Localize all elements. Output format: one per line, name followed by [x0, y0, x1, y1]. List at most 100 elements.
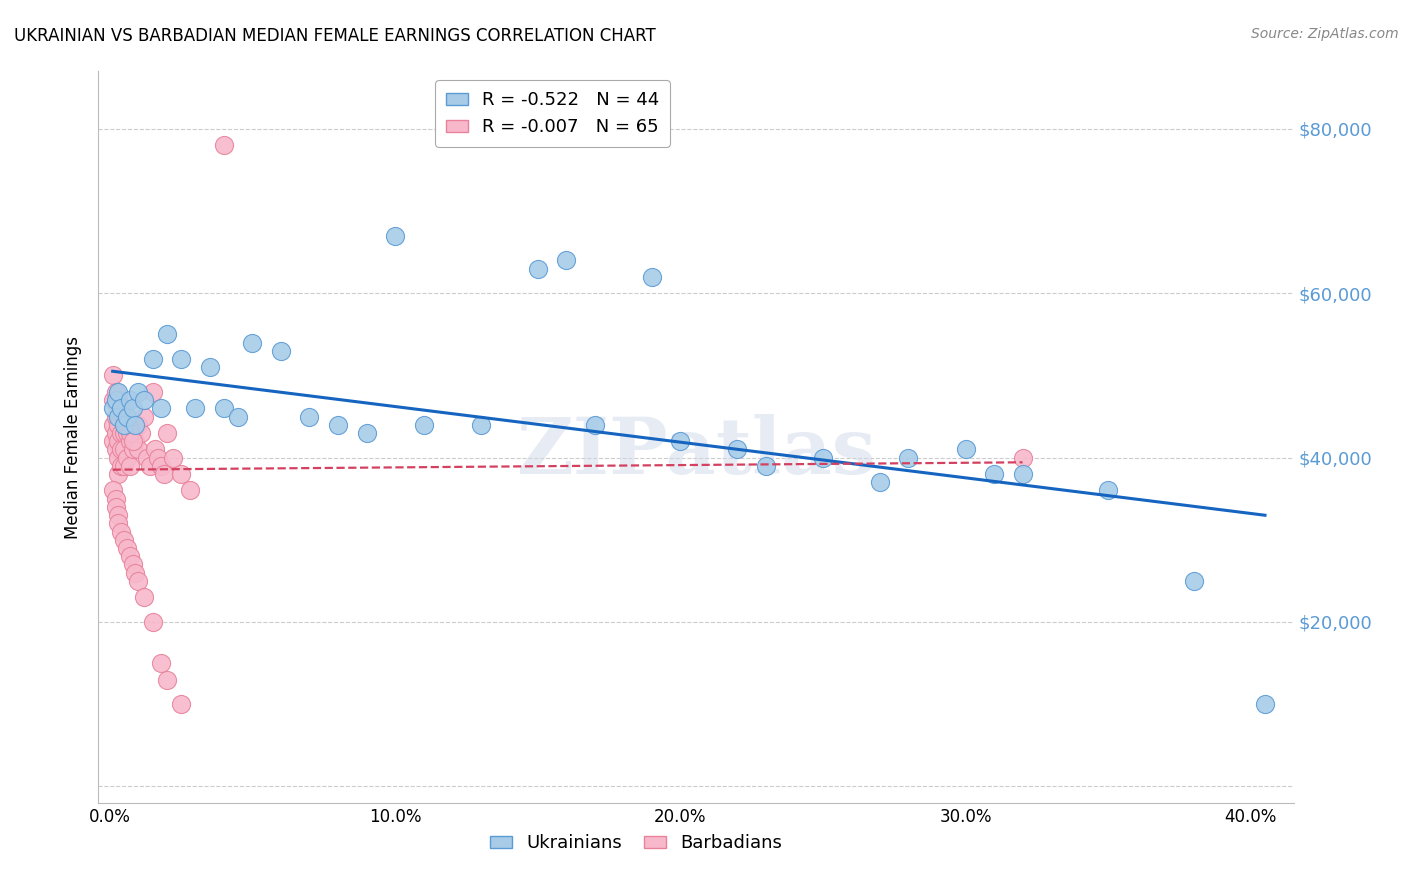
Point [470, 417, 492, 432]
Point [725, 442, 748, 457]
Legend: Ukrainians, Barbadians: Ukrainians, Barbadians [484, 827, 789, 860]
Point [115, 417, 138, 432]
Point [110, 425, 132, 440]
Point [135, 450, 157, 465]
Point [150, 656, 173, 670]
Point [110, 401, 132, 416]
Point [184, 401, 207, 416]
Point [129, 425, 152, 440]
Point [104, 393, 127, 408]
Point [356, 425, 378, 440]
Point [242, 335, 264, 350]
Point [107, 393, 129, 408]
Point [112, 409, 135, 424]
Point [104, 409, 127, 424]
Point [156, 327, 179, 342]
Point [112, 442, 135, 457]
Point [107, 434, 129, 449]
Point [107, 508, 129, 523]
Point [669, 434, 692, 449]
Point [583, 417, 606, 432]
Point [526, 261, 548, 276]
Point [212, 401, 235, 416]
Point [384, 228, 406, 243]
Point [755, 458, 778, 473]
Point [142, 384, 165, 399]
Point [112, 458, 135, 473]
Point [107, 467, 129, 481]
Point [115, 425, 138, 440]
Point [118, 549, 141, 564]
Point [1254, 697, 1277, 711]
Point [101, 483, 124, 498]
Point [132, 409, 155, 424]
Text: UKRAINIAN VS BARBADIAN MEDIAN FEMALE EARNINGS CORRELATION CHART: UKRAINIAN VS BARBADIAN MEDIAN FEMALE EAR… [14, 27, 655, 45]
Point [107, 450, 129, 465]
Point [150, 401, 173, 416]
Point [1097, 483, 1119, 498]
Point [101, 417, 124, 432]
Point [127, 384, 149, 399]
Point [170, 697, 193, 711]
Point [115, 450, 138, 465]
Point [142, 615, 165, 629]
Point [897, 450, 920, 465]
Point [112, 533, 135, 547]
Point [112, 417, 135, 432]
Point [121, 434, 143, 449]
Point [179, 483, 201, 498]
Point [107, 417, 129, 432]
Y-axis label: Median Female Earnings: Median Female Earnings [65, 335, 83, 539]
Point [104, 500, 127, 514]
Point [270, 343, 292, 358]
Point [118, 434, 141, 449]
Point [170, 467, 193, 481]
Point [110, 442, 132, 457]
Point [124, 434, 146, 449]
Point [110, 458, 132, 473]
Point [118, 393, 141, 408]
Point [121, 558, 143, 572]
Point [104, 425, 127, 440]
Point [127, 574, 149, 588]
Point [112, 425, 135, 440]
Point [139, 458, 162, 473]
Point [104, 384, 127, 399]
Point [124, 417, 146, 432]
Point [121, 442, 143, 457]
Point [955, 442, 977, 457]
Point [121, 401, 143, 416]
Point [170, 351, 193, 366]
Point [1011, 450, 1033, 465]
Point [142, 351, 165, 366]
Point [298, 409, 321, 424]
Point [115, 409, 138, 424]
Point [104, 442, 127, 457]
Text: ZIPatlas: ZIPatlas [516, 414, 876, 490]
Point [1011, 467, 1033, 481]
Point [115, 541, 138, 555]
Point [110, 524, 132, 539]
Point [555, 253, 578, 268]
Point [412, 417, 434, 432]
Point [132, 393, 155, 408]
Point [148, 450, 170, 465]
Point [1182, 574, 1205, 588]
Point [101, 434, 124, 449]
Point [107, 516, 129, 531]
Point [641, 269, 664, 284]
Point [110, 401, 132, 416]
Point [869, 475, 891, 490]
Point [101, 368, 124, 383]
Point [212, 138, 235, 153]
Point [121, 425, 143, 440]
Point [811, 450, 834, 465]
Point [118, 458, 141, 473]
Point [150, 458, 173, 473]
Point [127, 417, 149, 432]
Point [226, 409, 249, 424]
Point [326, 417, 349, 432]
Point [107, 409, 129, 424]
Point [156, 425, 179, 440]
Point [156, 673, 179, 687]
